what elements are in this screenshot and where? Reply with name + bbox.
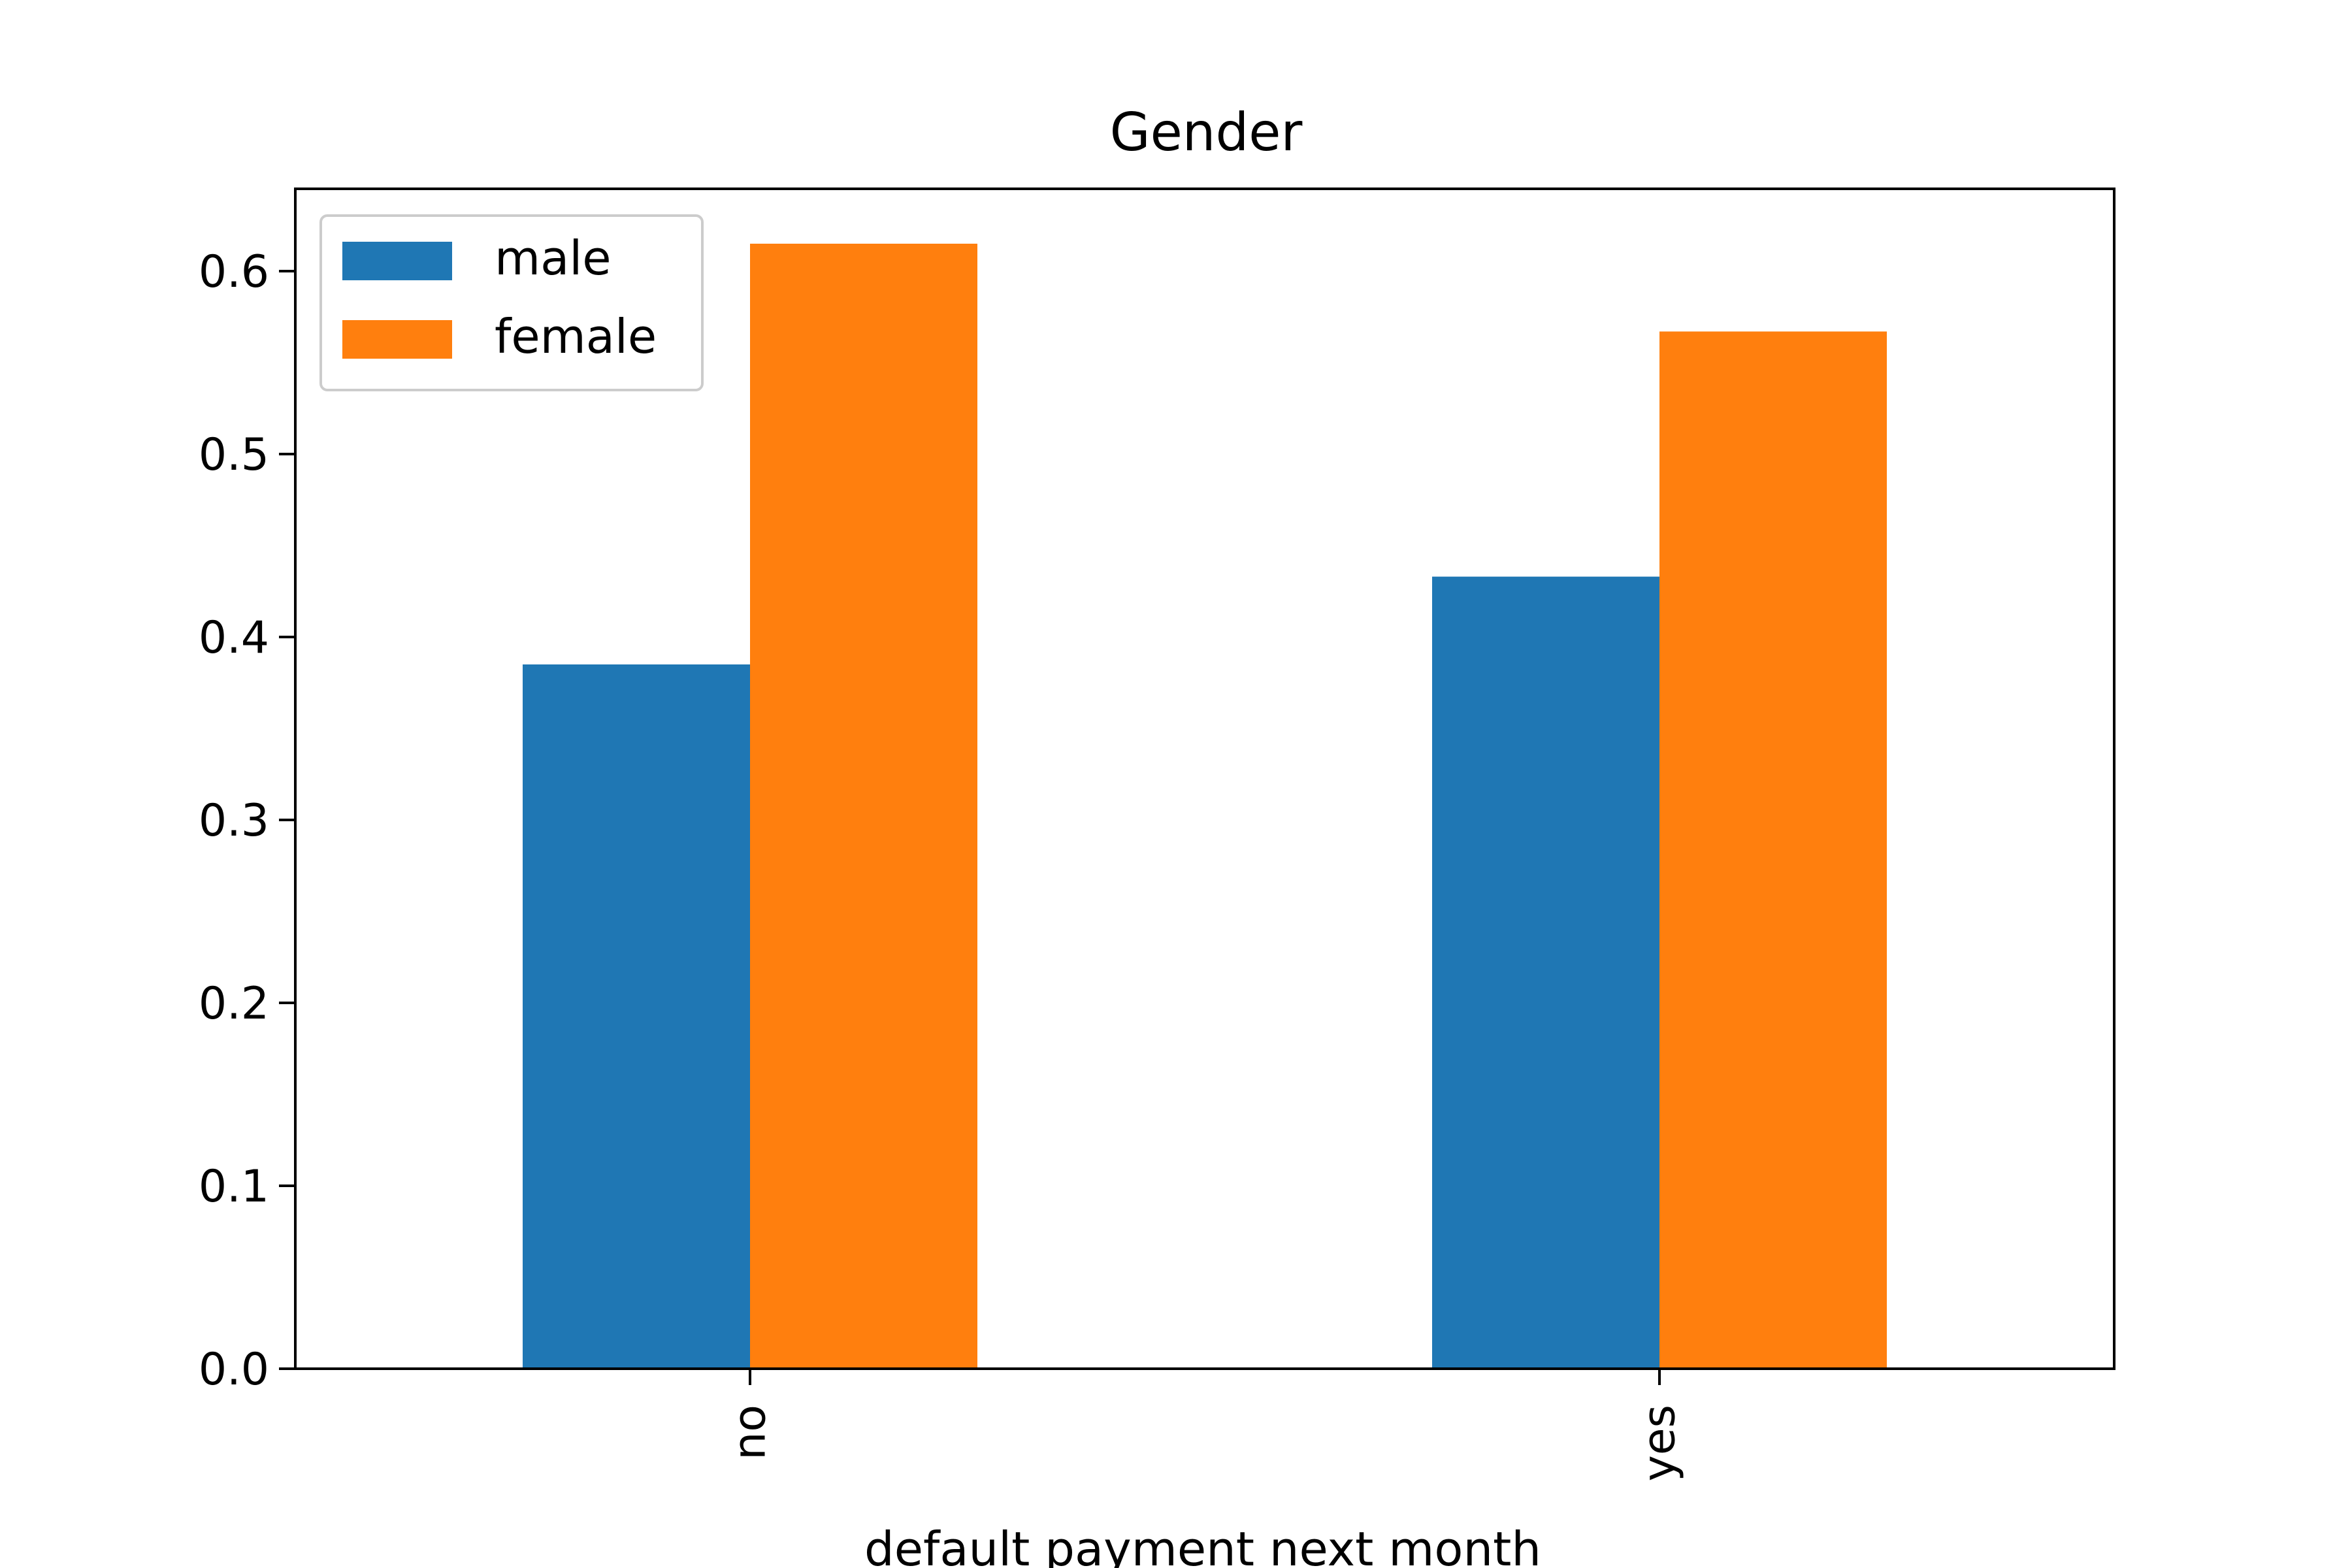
- plot-area-frame: [294, 188, 2115, 1370]
- y-axis: 0.0 0.1 0.2 0.3 0.4 0.5 0.6: [199, 246, 295, 1396]
- x-axis-label: default payment next month: [864, 1522, 1541, 1568]
- y-tick-label: 0.3: [199, 795, 269, 847]
- legend-swatch-female: [342, 320, 452, 359]
- y-tick-label: 0.5: [199, 429, 269, 481]
- bar-male-no: [523, 664, 750, 1369]
- bar-female-yes: [1659, 331, 1887, 1369]
- legend-label-male: male: [495, 231, 612, 286]
- bars-group: [523, 244, 1887, 1369]
- y-tick-label: 0.1: [199, 1161, 269, 1213]
- x-tick-label-no: no: [725, 1405, 776, 1460]
- chart-title: Gender: [1110, 102, 1303, 163]
- x-axis: no yes: [725, 1369, 1686, 1482]
- bar-male-yes: [1432, 576, 1659, 1369]
- legend: male female: [319, 214, 704, 391]
- x-tick-label-yes: yes: [1634, 1405, 1686, 1482]
- y-tick-label: 0.6: [199, 246, 269, 298]
- legend-label-female: female: [495, 309, 657, 364]
- y-tick-label: 0.2: [199, 978, 269, 1030]
- legend-swatch-male: [342, 242, 452, 280]
- y-tick-label: 0.0: [199, 1344, 269, 1396]
- y-tick-label: 0.4: [199, 612, 269, 664]
- bar-female-no: [750, 244, 977, 1369]
